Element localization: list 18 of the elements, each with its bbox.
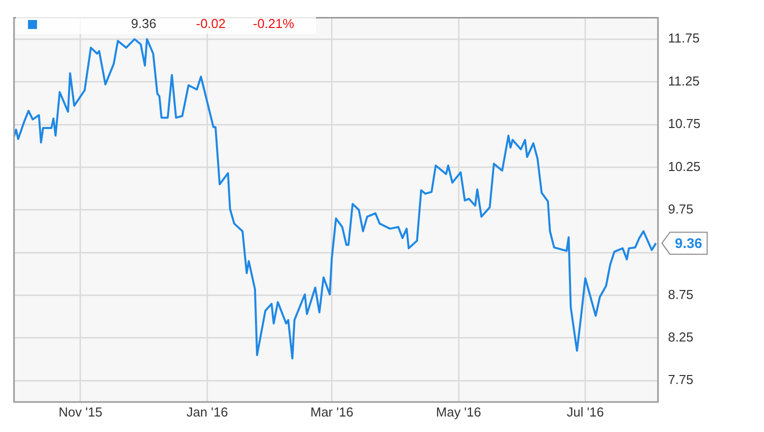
y-tick-label: 11.25 [668, 73, 700, 88]
y-tick-label: 10.25 [668, 158, 701, 174]
annotation: 9.36 [131, 16, 156, 31]
y-tick-label: 8.75 [668, 286, 694, 302]
y-tick-label: 8.25 [668, 330, 694, 345]
x-tick-label: Nov '15 [58, 404, 102, 420]
y-tick-label: 7.75 [668, 372, 694, 388]
legend-box: 9.36 -0.02 -0.21% [16, 14, 316, 34]
annotation: 9.36 [674, 235, 702, 252]
annotation: -0.02 [196, 16, 226, 31]
x-tick-label: Jul '16 [566, 404, 604, 420]
y-tick-label: 10.75 [668, 116, 701, 132]
y-tick-label: 9.75 [668, 201, 694, 216]
x-tick-label: Jan '16 [186, 404, 228, 420]
x-tick-label: May '16 [436, 404, 482, 420]
y-tick-label: 11.75 [668, 30, 700, 46]
annotation: -0.21% [253, 16, 294, 31]
x-tick-label: Mar '16 [310, 404, 354, 420]
